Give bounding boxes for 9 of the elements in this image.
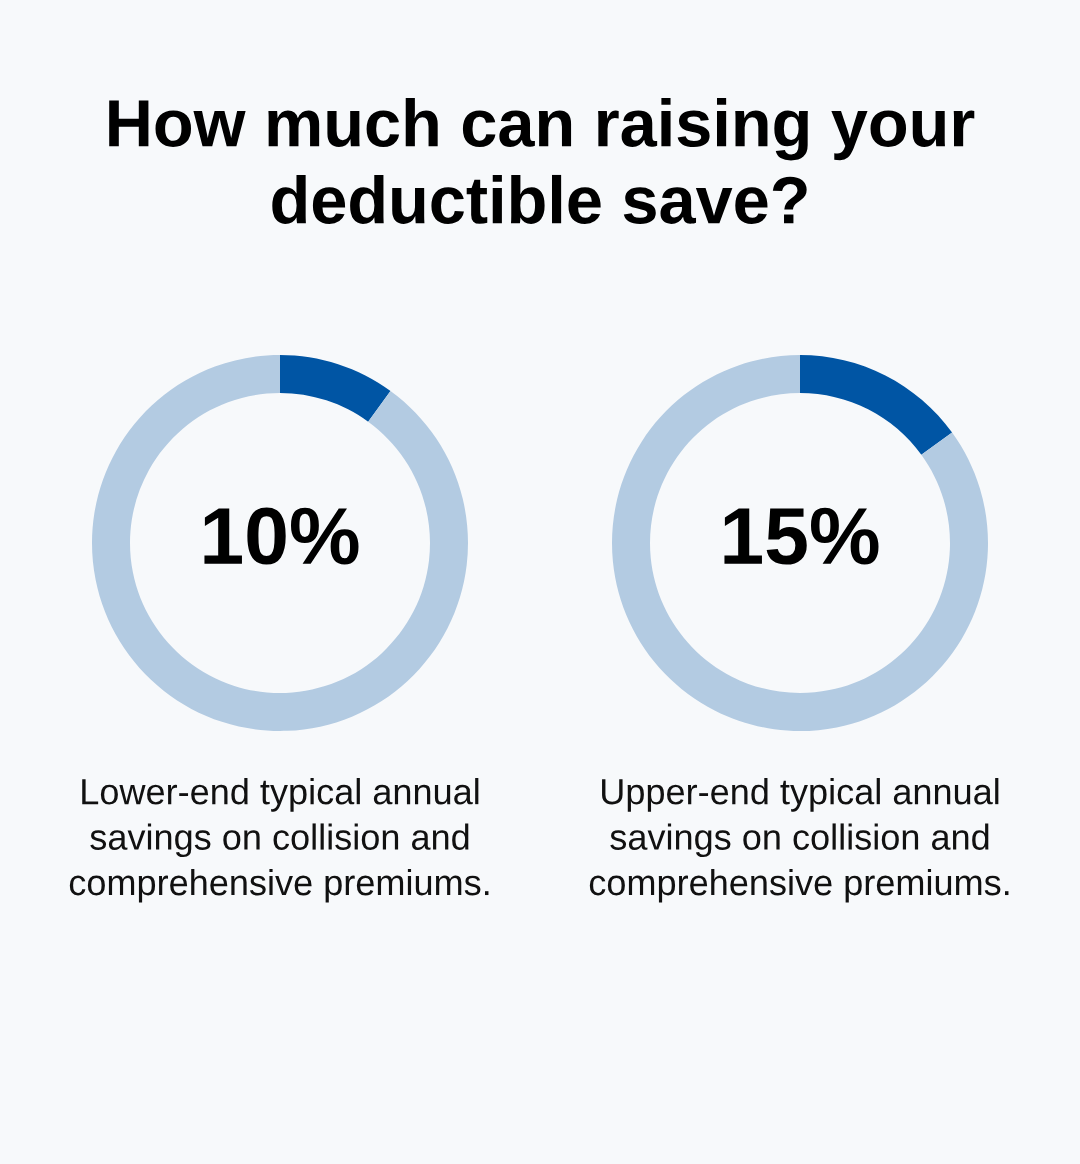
donut-slice [612,355,988,731]
chart-title: How much can raising your deductible save? [109,98,975,224]
text: Upper-end typical annual savings on collision and comprehensive premiums. [589,778,1009,903]
donut-slice [92,355,468,731]
data-label: 15% [724,507,879,565]
donut-slice [800,355,953,455]
data-label: 10% [204,507,359,565]
text: Lower-end typical annual savings on collision and comprehensive premiums. [69,778,489,903]
donut-slice [280,355,391,422]
